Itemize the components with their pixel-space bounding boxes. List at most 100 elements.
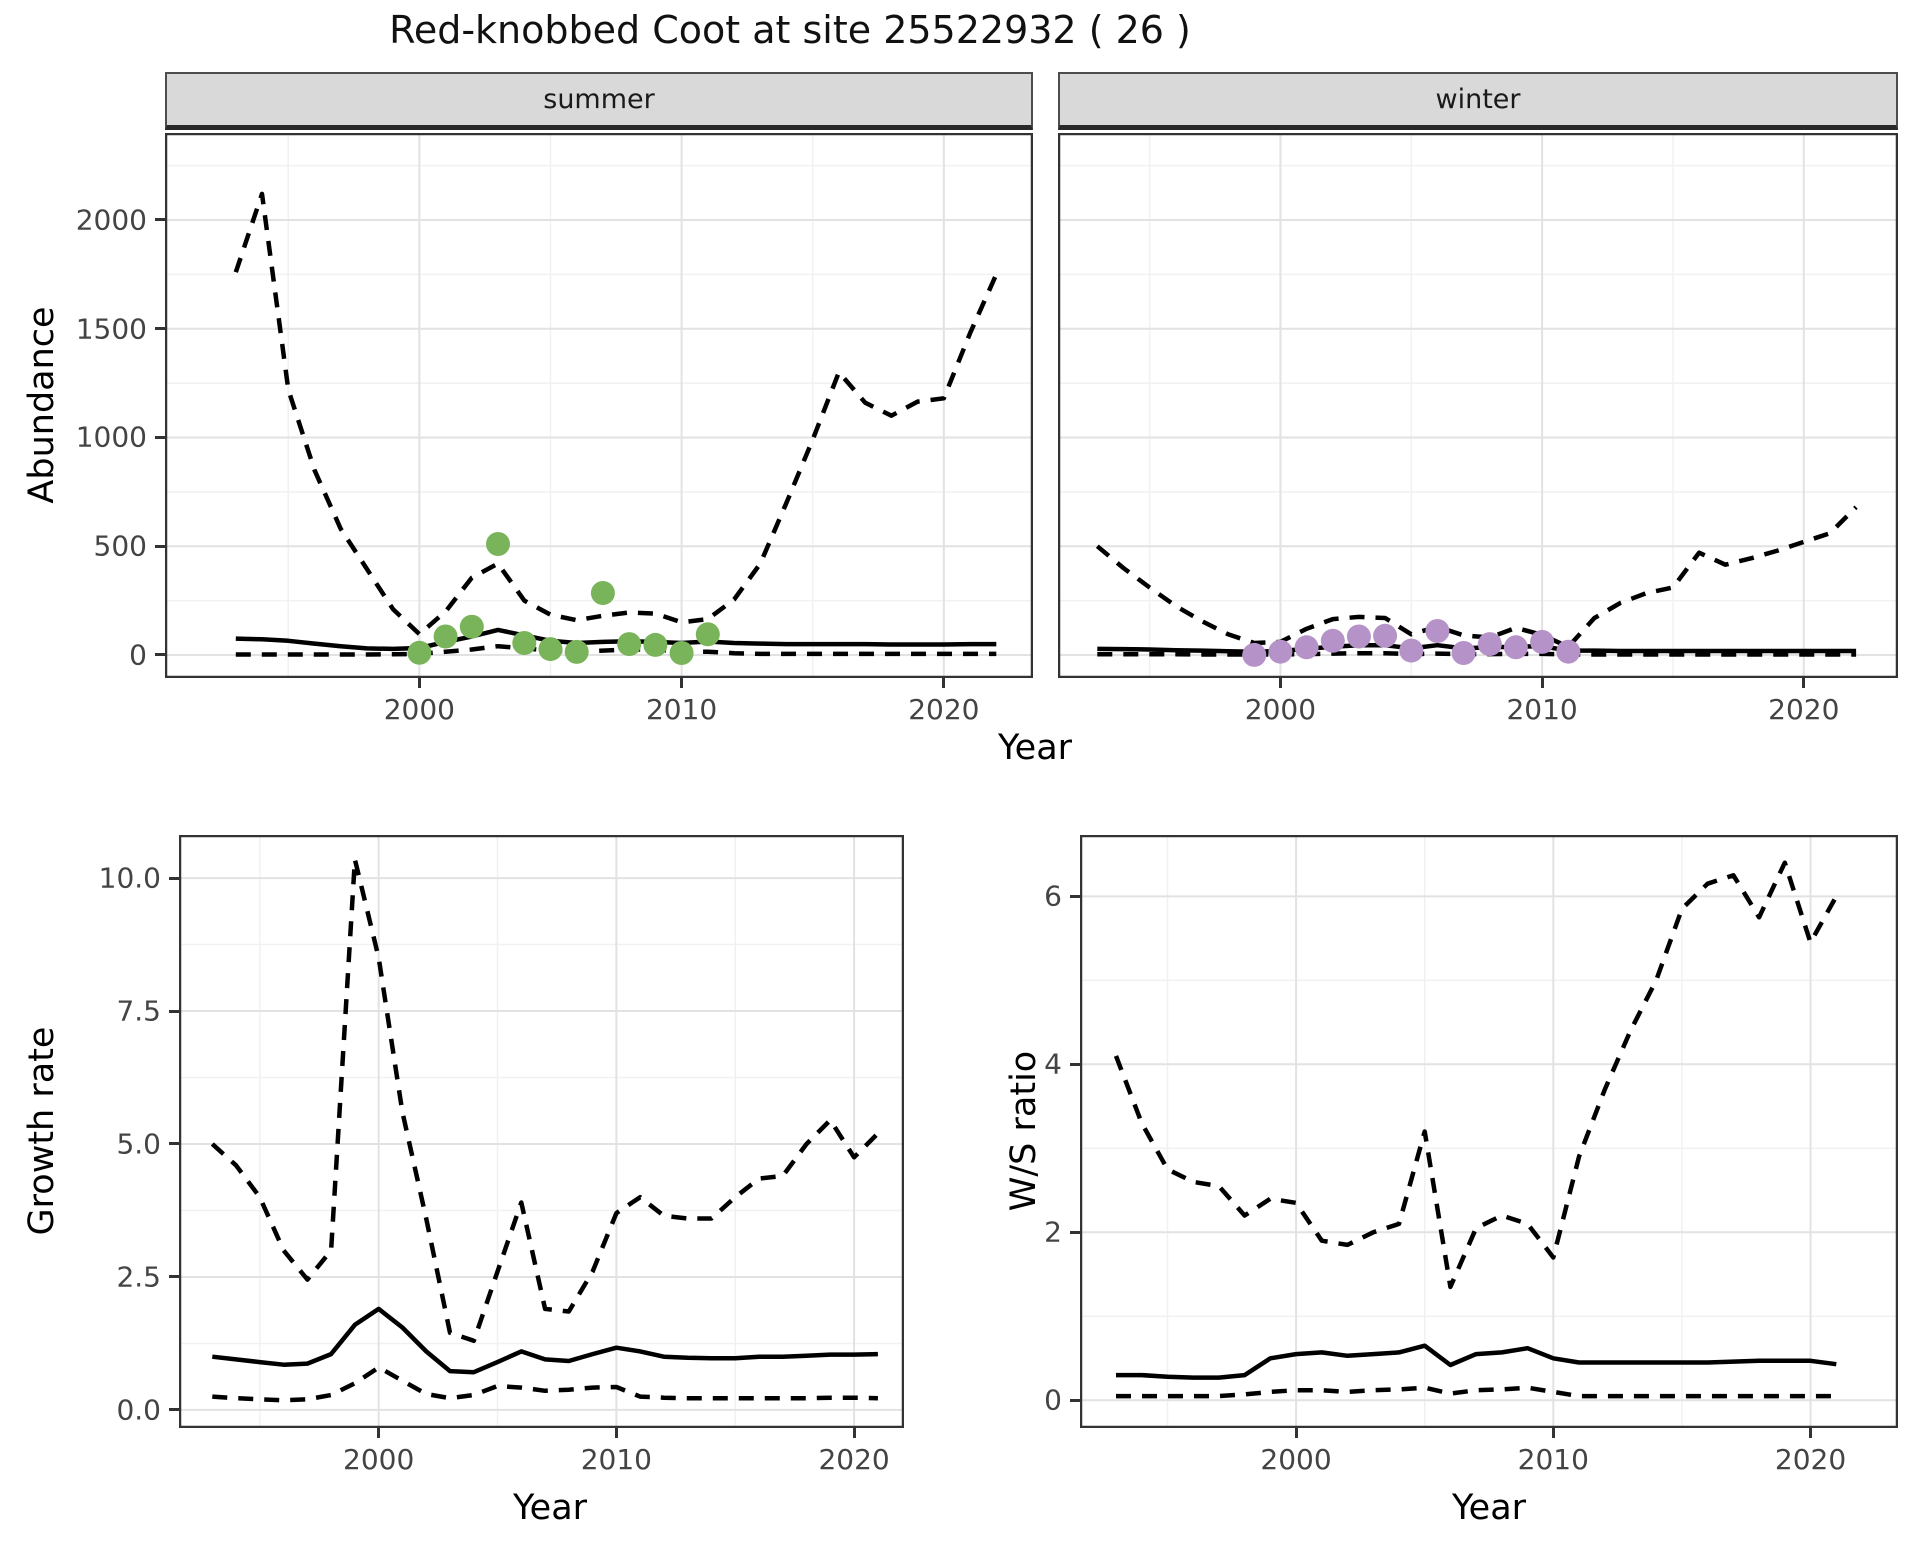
x-tick-mark — [417, 678, 421, 688]
y-tick-mark — [155, 327, 165, 331]
series-median — [235, 627, 997, 652]
series-upper_95ci — [1113, 860, 1839, 1290]
series-lower_95ci — [1097, 650, 1857, 657]
y-tick-label: 2 — [1044, 1215, 1062, 1249]
chart-summer — [165, 133, 1033, 678]
x-axis-title-year-growth: Year — [512, 1488, 588, 1528]
x-tick-mark — [614, 1428, 618, 1438]
y-tick-mark — [1070, 894, 1080, 898]
observed-point — [1373, 623, 1398, 648]
facet-strip-summer: summer — [165, 72, 1033, 130]
chart-title: Red-knobbed Coot at site 25522932 ( 26 ) — [389, 8, 1191, 52]
y-tick-label: 0 — [1044, 1383, 1062, 1417]
series-median — [1097, 642, 1857, 654]
observed-point — [1242, 642, 1267, 667]
observed-point — [695, 622, 720, 647]
observed-point — [1346, 624, 1371, 649]
observed-point — [486, 532, 510, 556]
observed-point — [538, 637, 563, 662]
x-axis-title-year-top: Year — [997, 728, 1073, 768]
x-tick-label: 2010 — [1517, 1443, 1589, 1476]
y-tick-mark — [155, 653, 165, 657]
y-tick-mark — [169, 1408, 179, 1412]
x-tick-mark — [1294, 1428, 1298, 1438]
facet-strip-winter: winter — [1058, 72, 1898, 130]
series-lower_95ci — [1116, 1385, 1837, 1399]
observed-point — [590, 581, 615, 605]
y-tick-label: 0.0 — [116, 1393, 161, 1427]
observed-point — [1503, 635, 1528, 660]
y-tick-label: 1000 — [75, 420, 147, 454]
chart-ws — [1080, 835, 1898, 1428]
x-tick-label: 2000 — [383, 693, 455, 726]
x-tick-label: 2020 — [908, 693, 980, 726]
y-tick-mark — [155, 218, 165, 222]
observed-point — [512, 631, 537, 655]
x-tick-mark — [377, 1428, 381, 1438]
series-median — [1116, 1343, 1837, 1380]
x-tick-mark — [680, 678, 684, 688]
y-tick-mark — [169, 1009, 179, 1013]
y-axis-title-abundance: Abundance — [22, 306, 62, 504]
y-tick-mark — [1070, 1398, 1080, 1402]
y-tick-label: 0 — [129, 638, 147, 672]
observed-point — [617, 632, 642, 657]
panel-growth-rate — [179, 835, 904, 1428]
y-tick-label: 2.5 — [116, 1260, 161, 1294]
series-upper_95ci — [210, 857, 880, 1344]
y-tick-mark — [169, 1142, 179, 1146]
y-tick-label: 5.0 — [116, 1127, 161, 1161]
y-tick-mark — [1070, 1230, 1080, 1234]
y-tick-mark — [169, 876, 179, 880]
x-tick-label: 2010 — [580, 1443, 653, 1476]
x-tick-mark — [1278, 678, 1282, 688]
observed-point — [643, 632, 668, 657]
x-tick-label: 2020 — [1768, 693, 1840, 726]
y-axis-title-ws-ratio: W/S ratio — [1004, 1050, 1044, 1212]
y-axis-title-growth-rate: Growth rate — [22, 1026, 62, 1236]
x-tick-mark — [1809, 1428, 1813, 1438]
y-tick-mark — [155, 435, 165, 439]
panel-abundance-summer — [165, 133, 1033, 678]
facet-strip-summer-label: summer — [543, 84, 655, 115]
x-tick-label: 2010 — [645, 693, 718, 726]
series-upper_95ci — [233, 191, 999, 637]
x-tick-label: 2000 — [343, 1443, 415, 1476]
x-tick-mark — [942, 678, 946, 688]
observed-point — [407, 640, 432, 665]
observed-point — [1451, 641, 1476, 665]
x-tick-mark — [1540, 678, 1544, 688]
series-median — [212, 1306, 878, 1375]
y-tick-mark — [1070, 1062, 1080, 1066]
panel-ws-ratio — [1080, 835, 1898, 1428]
x-tick-mark — [1551, 1428, 1555, 1438]
observed-point — [1399, 638, 1424, 663]
observed-point — [1425, 619, 1450, 643]
y-tick-label: 10.0 — [98, 861, 161, 895]
x-axis-title-year-ws: Year — [1451, 1488, 1527, 1528]
y-tick-label: 6 — [1044, 879, 1062, 913]
x-tick-label: 2000 — [1260, 1443, 1332, 1476]
y-tick-label: 1500 — [75, 312, 147, 346]
y-tick-label: 7.5 — [116, 994, 161, 1028]
series-lower_95ci — [212, 1365, 878, 1403]
x-tick-mark — [1802, 678, 1806, 688]
observed-point — [1294, 635, 1319, 660]
x-tick-label: 2000 — [1244, 693, 1317, 726]
observed-point — [669, 641, 694, 665]
facet-strip-winter-label: winter — [1435, 84, 1521, 115]
series-lower_95ci — [235, 643, 997, 657]
chart-growth — [179, 835, 904, 1428]
observed-point — [1268, 639, 1293, 664]
panel-abundance-winter — [1058, 133, 1898, 678]
y-tick-mark — [155, 544, 165, 548]
y-tick-label: 2000 — [75, 203, 147, 237]
observed-point — [564, 639, 589, 664]
observed-point — [459, 614, 484, 639]
y-tick-label: 4 — [1044, 1047, 1062, 1081]
x-tick-mark — [852, 1428, 856, 1438]
y-tick-label: 500 — [93, 529, 147, 563]
x-tick-label: 2020 — [1774, 1443, 1847, 1476]
observed-point — [1530, 629, 1555, 654]
y-tick-mark — [169, 1275, 179, 1279]
